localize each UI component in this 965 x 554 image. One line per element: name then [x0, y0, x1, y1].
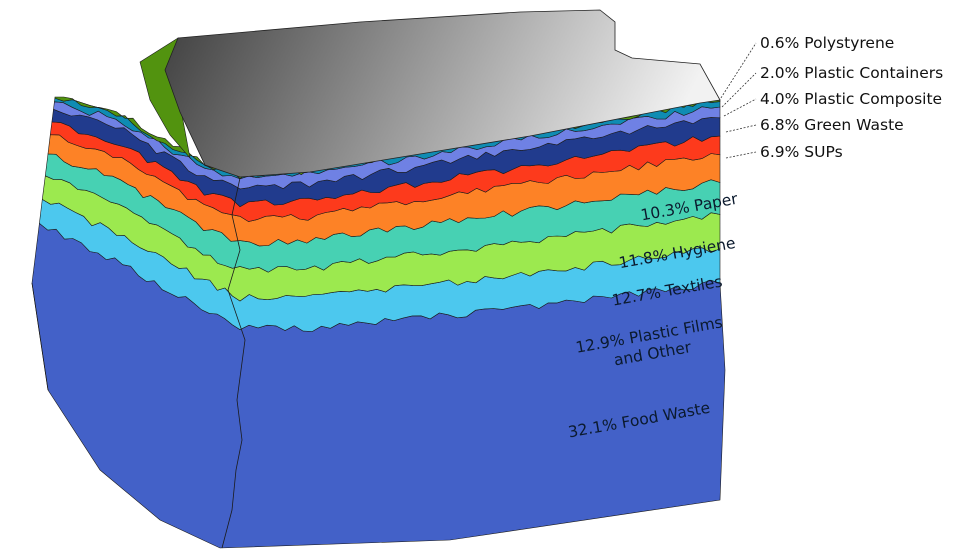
- callout-plastic-containers: 2.0% Plastic Containers: [760, 64, 943, 82]
- callout-green-waste: 6.8% Green Waste: [760, 116, 904, 134]
- callout-plastic-composite: 4.0% Plastic Composite: [760, 90, 942, 108]
- seam-left: [31, 282, 49, 391]
- leader-plastic-composite: [723, 98, 757, 117]
- leader-plastic-containers: [721, 72, 757, 108]
- leader-polystyrene: [718, 42, 757, 102]
- callout-labels: 0.6% Polystyrene 2.0% Plastic Containers 4…: [718, 34, 943, 161]
- seam-front: [221, 177, 246, 549]
- callout-polystyrene: 0.6% Polystyrene: [760, 34, 894, 52]
- leader-green-waste: [725, 124, 757, 133]
- leader-sups: [725, 151, 757, 159]
- callout-sups: 6.9% SUPs: [760, 143, 843, 161]
